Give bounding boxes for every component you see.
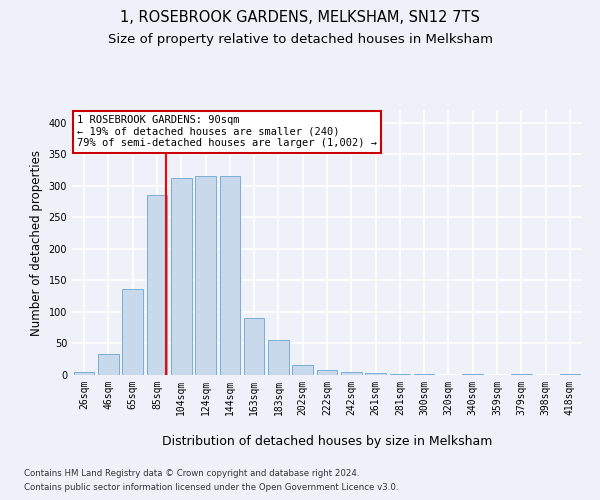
Bar — [146, 195, 167, 375]
Text: 1, ROSEBROOK GARDENS, MELKSHAM, SN12 7TS: 1, ROSEBROOK GARDENS, MELKSHAM, SN12 7TS — [120, 10, 480, 25]
Bar — [122, 288, 143, 375]
Bar — [268, 340, 289, 375]
Bar — [292, 365, 313, 375]
Text: Distribution of detached houses by size in Melksham: Distribution of detached houses by size … — [162, 435, 492, 448]
Text: Contains public sector information licensed under the Open Government Licence v3: Contains public sector information licen… — [24, 484, 398, 492]
Y-axis label: Number of detached properties: Number of detached properties — [30, 150, 43, 336]
Bar — [414, 374, 434, 375]
Bar — [365, 373, 386, 375]
Bar — [511, 374, 532, 375]
Bar — [317, 370, 337, 375]
Bar — [74, 372, 94, 375]
Bar — [195, 176, 216, 375]
Bar — [463, 374, 483, 375]
Bar — [171, 178, 191, 375]
Bar — [98, 354, 119, 375]
Text: 1 ROSEBROOK GARDENS: 90sqm
← 19% of detached houses are smaller (240)
79% of sem: 1 ROSEBROOK GARDENS: 90sqm ← 19% of deta… — [77, 116, 377, 148]
Bar — [389, 374, 410, 375]
Text: Size of property relative to detached houses in Melksham: Size of property relative to detached ho… — [107, 32, 493, 46]
Text: Contains HM Land Registry data © Crown copyright and database right 2024.: Contains HM Land Registry data © Crown c… — [24, 468, 359, 477]
Bar — [341, 372, 362, 375]
Bar — [560, 374, 580, 375]
Bar — [244, 318, 265, 375]
Bar — [220, 176, 240, 375]
